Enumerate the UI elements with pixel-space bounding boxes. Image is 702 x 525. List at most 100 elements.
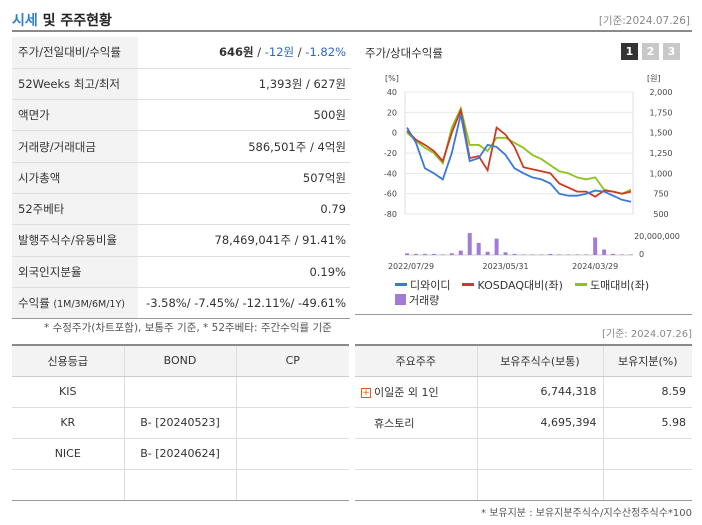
quote-label: 52주베타 bbox=[12, 193, 138, 226]
price-chart-panel: 주가/상대수익률 1 2 3 [%] [원] 40 2,000 20 1,750 0 1,50… bbox=[355, 37, 692, 315]
credit-header-row: 신용등급 BOND CP bbox=[12, 345, 349, 377]
holders-header-row: 주요주주 보유주식수(보통) 보유지분(%) bbox=[355, 345, 692, 377]
quote-row-return: 수익률 (1M/3M/6M/1Y) -3.58%/ -7.45%/ -12.11… bbox=[12, 287, 350, 320]
quote-label: 시가총액 bbox=[12, 162, 138, 194]
volume-bar bbox=[422, 253, 427, 255]
chart-button-2[interactable]: 2 bbox=[642, 43, 659, 60]
credit-agency: KR bbox=[12, 407, 125, 439]
sep: / bbox=[253, 45, 265, 60]
right-tick-label: 1,000 bbox=[650, 169, 673, 178]
volume-zero-label: 0 bbox=[639, 250, 644, 259]
quote-value: 0.79 bbox=[138, 193, 350, 226]
quote-row: 액면가 500원 bbox=[12, 99, 350, 132]
volume-tick-label: 20,000,000 bbox=[634, 232, 680, 241]
return-label-periods: (1M/3M/6M/1Y) bbox=[53, 299, 125, 311]
table-row bbox=[355, 438, 692, 471]
volume-bar bbox=[476, 242, 481, 255]
right-tick-label: 500 bbox=[653, 210, 668, 219]
quote-label: 발행주식수/유동비율 bbox=[12, 224, 138, 257]
volume-bar bbox=[575, 254, 580, 255]
expand-icon[interactable]: + bbox=[361, 387, 371, 398]
legend-swatch-s1 bbox=[395, 283, 407, 286]
credit-cp bbox=[236, 407, 349, 439]
quote-value: 507억원 bbox=[138, 162, 350, 194]
quote-value: 0.19% bbox=[138, 256, 350, 288]
quote-row: 52Weeks 최고/최저 1,393원 / 627원 bbox=[12, 68, 350, 101]
volume-bar bbox=[593, 237, 598, 255]
volume-bar bbox=[485, 251, 490, 255]
reference-date-2: [기준: 2024.07.26] bbox=[601, 329, 692, 340]
major-shareholders-table: 주요주주 보유주식수(보통) 보유지분(%) + 이일준 외 1인 6,744,3… bbox=[355, 344, 692, 502]
holder-pct: 8.59 bbox=[603, 376, 692, 408]
holder-shares bbox=[477, 469, 604, 502]
x-tick-label: 2022/07/29 bbox=[388, 262, 434, 271]
quote-value: 586,501주 / 4억원 bbox=[138, 130, 350, 163]
holder-shares: 6,744,318 bbox=[477, 376, 604, 408]
left-tick-label: -40 bbox=[384, 169, 397, 178]
volume-bar bbox=[602, 249, 607, 255]
credit-bond bbox=[124, 376, 237, 408]
holder-name-text: 이일준 외 1인 bbox=[374, 385, 439, 399]
quote-label: 52Weeks 최고/최저 bbox=[12, 68, 138, 101]
left-tick-label: 40 bbox=[387, 88, 397, 97]
legend-item-s4: 거래량 bbox=[395, 292, 439, 308]
holders-header: 보유지분(%) bbox=[603, 345, 692, 377]
right-tick-label: 750 bbox=[653, 190, 668, 199]
quote-label: 액면가 bbox=[12, 99, 138, 132]
price-change-pct: -1.82% bbox=[305, 45, 346, 60]
volume-bar bbox=[611, 253, 616, 255]
legend-label: 거래량 bbox=[409, 293, 440, 307]
left-tick-label: -60 bbox=[384, 190, 397, 199]
quote-row: 외국인지분율 0.19% bbox=[12, 256, 350, 288]
volume-bar bbox=[566, 254, 571, 255]
holder-name bbox=[355, 438, 478, 471]
credit-header: BOND bbox=[124, 345, 237, 377]
table-row: 휴스토리 4,695,394 5.98 bbox=[355, 407, 692, 439]
quote-value: 1,393원 / 627원 bbox=[138, 68, 350, 101]
volume-bar bbox=[584, 254, 589, 255]
right-tick-label: 1,500 bbox=[650, 129, 673, 138]
legend-label: KOSDAQ대비(좌) bbox=[477, 278, 563, 292]
quote-row: 발행주식수/유동비율 78,469,041주 / 91.41% bbox=[12, 224, 350, 257]
credit-agency bbox=[12, 469, 125, 502]
price-chart: [%] [원] 40 2,000 20 1,750 0 1,500 -20 1,250 -40 1,0… bbox=[384, 74, 680, 271]
volume-bar bbox=[413, 253, 418, 255]
credit-rating-table: 신용등급 BOND CP KIS KR B- [20240523] NICE B- … bbox=[12, 344, 349, 502]
holder-shares: 4,695,394 bbox=[477, 407, 604, 439]
right-tick-label: 1,750 bbox=[650, 108, 673, 117]
volume-bar bbox=[431, 253, 436, 255]
quote-row: 52주베타 0.79 bbox=[12, 193, 350, 226]
title-part-b: 및 주주현황 bbox=[37, 13, 112, 29]
volume-bar bbox=[620, 254, 625, 255]
credit-cp bbox=[236, 438, 349, 471]
volume-bar bbox=[449, 253, 454, 255]
left-tick-label: 20 bbox=[387, 108, 397, 117]
chart-title: 주가/상대수익률 bbox=[365, 46, 443, 60]
credit-agency: KIS bbox=[12, 376, 125, 408]
chart-period-buttons: 1 2 3 bbox=[621, 43, 680, 60]
chart-button-3[interactable]: 3 bbox=[663, 43, 680, 60]
volume-bar bbox=[405, 253, 409, 255]
holder-name[interactable]: + 이일준 외 1인 bbox=[355, 376, 478, 408]
section-header: 시세 및 주주현황 [기준:2024.07.26] bbox=[12, 10, 692, 32]
table-row: KR B- [20240523] bbox=[12, 407, 349, 439]
left-tick-label: -20 bbox=[384, 149, 397, 158]
quote-label: 주가/전일대비/수익률 bbox=[12, 37, 138, 69]
price-change: -12원 bbox=[264, 45, 295, 60]
volume-bar bbox=[530, 254, 535, 255]
chart-button-1[interactable]: 1 bbox=[621, 43, 638, 60]
quote-value: 500원 bbox=[138, 99, 350, 132]
right-tick-label: 2,000 bbox=[650, 88, 673, 97]
holder-pct bbox=[603, 469, 692, 502]
legend-swatch-s4 bbox=[395, 294, 406, 305]
quote-note: * 수정주가(차트포함), 보통주 기준, * 52주베타: 주간수익률 기준 bbox=[44, 322, 332, 334]
series-line-2 bbox=[406, 107, 632, 198]
credit-header: 신용등급 bbox=[12, 345, 125, 377]
credit-cp bbox=[236, 376, 349, 408]
price-value: 646원 bbox=[218, 45, 254, 60]
quote-value: 646원 / -12원 / -1.82% bbox=[138, 37, 350, 69]
legend-item-s1: 디와이디 bbox=[395, 277, 450, 293]
reference-date: [기준:2024.07.26] bbox=[598, 15, 690, 27]
holders-header: 주요주주 bbox=[355, 345, 478, 377]
left-axis-unit: [%] bbox=[385, 74, 399, 83]
